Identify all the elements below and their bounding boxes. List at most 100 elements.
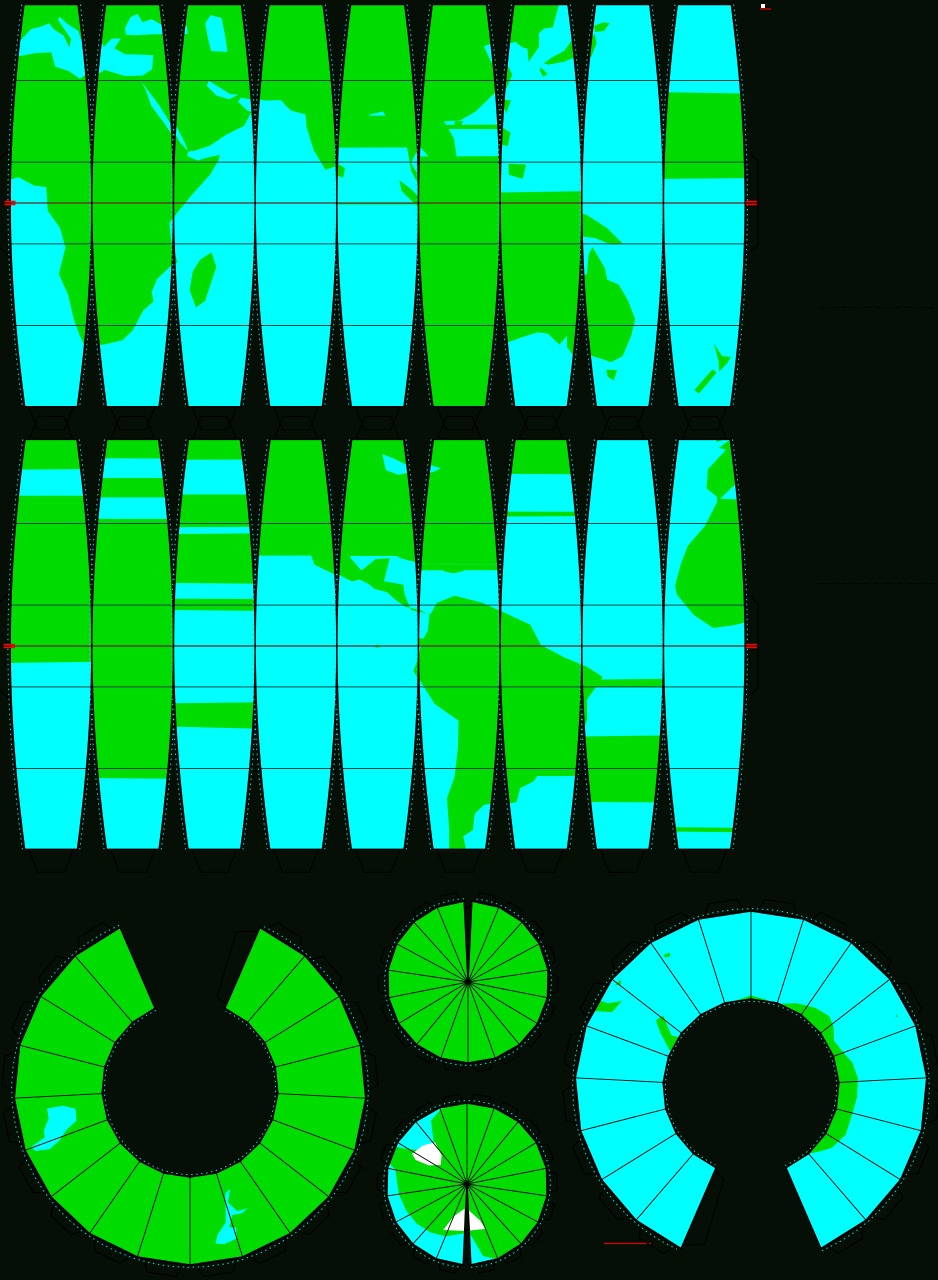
cut-fringe [572, 908, 930, 1252]
landmass-eurafrica [10, 439, 92, 789]
landmass-newguinea [581, 207, 624, 245]
gore-outline [499, 438, 583, 851]
glue-tab [142, 1257, 186, 1278]
glue-tab [562, 1082, 580, 1126]
south-polar-cap-surface [386, 1103, 548, 1265]
gore [418, 439, 501, 850]
piece-outline [386, 1102, 548, 1266]
landmass-kyushu [539, 67, 548, 77]
gore [91, 439, 174, 850]
cut-fringe [170, 4, 187, 407]
meridian-line [247, 955, 306, 1023]
meridian-line [435, 1183, 468, 1260]
meridian-line [413, 921, 469, 983]
meridian-line [808, 1153, 867, 1221]
meridian-line [466, 1107, 495, 1185]
gore-outline [662, 438, 746, 851]
meridian-line [820, 978, 891, 1034]
gore-outline [581, 3, 665, 408]
meridian-line [467, 969, 549, 983]
glue-tab [264, 921, 303, 953]
glue-tab [917, 1030, 938, 1073]
cut-fringe [384, 898, 552, 1066]
cut-fringe [660, 439, 677, 850]
gore [255, 439, 337, 850]
landmass-mindanao [508, 163, 527, 179]
meridian-line [585, 1025, 669, 1057]
meridian-line [19, 1044, 105, 1068]
gore [255, 4, 337, 407]
glue-tab [892, 982, 923, 1022]
gore-ocean [663, 4, 746, 407]
meridian-line [467, 981, 520, 1045]
meridian-line [466, 1167, 547, 1185]
landmass-australia [581, 247, 636, 363]
meridian-line [467, 981, 496, 1059]
landmass-sulawesi [500, 197, 514, 226]
cut-fringe [252, 4, 268, 407]
cut-fringe [7, 4, 23, 407]
registration-mark-white [761, 4, 765, 8]
landmass-nz_south [694, 369, 717, 394]
cut-fringe [170, 439, 187, 850]
landmass-eurafrica [173, 439, 256, 789]
landmass-nz_north [713, 343, 732, 372]
glue-tab [11, 1000, 39, 1041]
cut-fringe [415, 439, 432, 850]
landmass-java [440, 230, 478, 239]
glue-tab [654, 911, 694, 941]
glue-tab [194, 1257, 238, 1278]
landmass-tasmania [606, 369, 618, 381]
sea-mediterranean [91, 16, 154, 79]
landmass-south_georgia [663, 952, 671, 958]
landmass-severnaya_zemlya [504, 975, 513, 981]
landmass-uk [175, 1227, 194, 1265]
landmass-hokkaido [594, 22, 610, 32]
landmass-australia [500, 690, 582, 806]
landmass-australia [581, 690, 664, 806]
sea-hudson_bay [30, 1105, 77, 1151]
meridian-line [272, 1119, 356, 1151]
meridian-line [466, 1183, 522, 1245]
landmass-sumatra [399, 180, 419, 228]
cut-fringe [252, 439, 269, 850]
piece-outline [387, 900, 549, 1064]
meridian-line [466, 1183, 548, 1197]
cut-fringe [11, 924, 369, 1268]
north-polar-cap [377, 892, 559, 1073]
landmass-hawaii1 [110, 563, 114, 568]
meridian-line [415, 1121, 468, 1185]
meridian-line [439, 1107, 468, 1185]
gore-outline [172, 438, 256, 851]
meridian-line [215, 1172, 244, 1258]
landmass-eurafrica [91, 439, 174, 789]
glue-tab [638, 1223, 677, 1255]
glue-tab [808, 911, 848, 941]
piece-outline [574, 910, 928, 1250]
meridian-line [14, 1093, 103, 1099]
landmass-luzon [501, 127, 511, 147]
landmass-hainan [418, 563, 501, 572]
glue-tab [703, 898, 747, 919]
landmass-honshu [543, 33, 579, 65]
meridian-line [397, 1142, 468, 1185]
cut-fringe [650, 4, 667, 407]
landmass-baffin [387, 990, 401, 1029]
meridian-line [466, 1142, 537, 1185]
meridian-line [239, 1161, 291, 1234]
landmass-madagascar [173, 695, 256, 751]
landmass-new_siberian [507, 938, 512, 943]
meridian-line [836, 1108, 922, 1132]
equatorial-gore-band-2 [0, 415, 759, 873]
meridian-line [89, 1161, 141, 1234]
meridian-line [386, 1183, 468, 1197]
cut-fringe [334, 439, 350, 850]
gore-outline [9, 438, 93, 851]
cut-fringe [579, 439, 595, 850]
landmass-borneo [418, 617, 501, 663]
landmass-newguinea [545, 207, 582, 245]
ice-shelf-ross_east [468, 1210, 486, 1231]
gore-outline [336, 3, 420, 408]
gore-outline [91, 438, 175, 851]
